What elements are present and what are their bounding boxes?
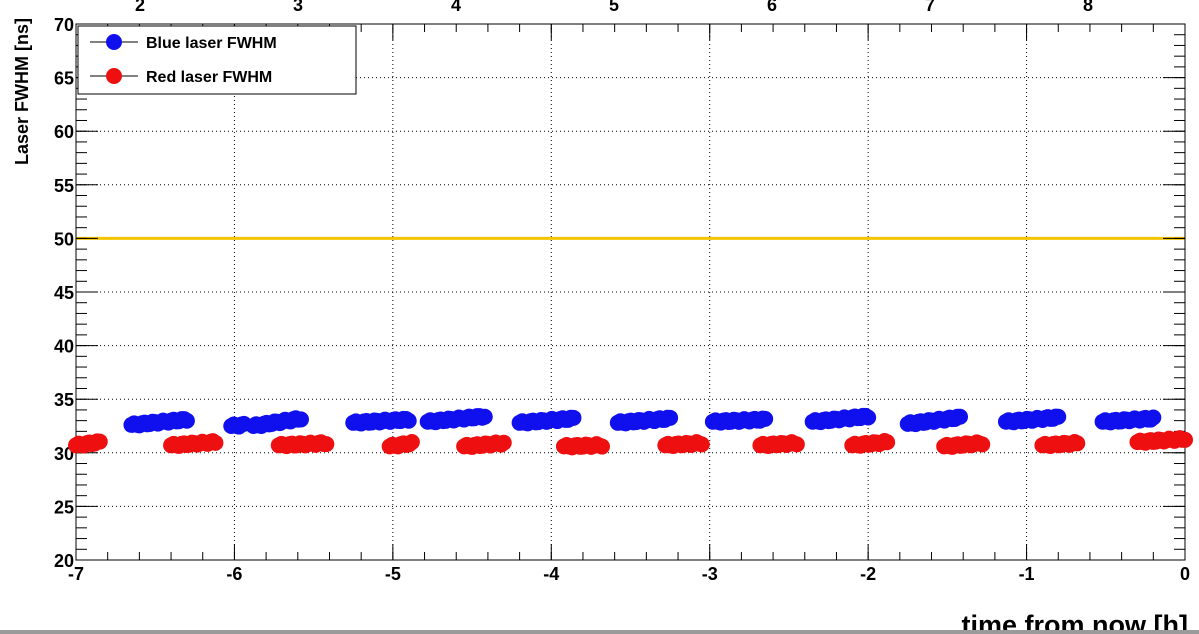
y-tick-label: 60 bbox=[54, 122, 74, 142]
window-bottom-bar bbox=[0, 630, 1199, 634]
x-tick-label: -6 bbox=[226, 564, 242, 584]
data-point bbox=[292, 411, 309, 428]
data-point bbox=[952, 408, 969, 425]
data-point bbox=[1177, 431, 1193, 448]
data-point bbox=[178, 412, 195, 429]
data-point bbox=[593, 438, 610, 455]
data-point bbox=[318, 436, 335, 453]
y-tick-label: 35 bbox=[54, 390, 74, 410]
data-point bbox=[860, 409, 877, 426]
legend-box bbox=[77, 25, 357, 95]
data-points bbox=[68, 407, 1193, 456]
top-axis-tick-label: 3 bbox=[293, 0, 303, 15]
x-tick-label: -5 bbox=[385, 564, 401, 584]
legend: Blue laser FWHM Red laser FWHM bbox=[77, 25, 357, 95]
grid-lines bbox=[76, 24, 1185, 560]
x-tick-label: 0 bbox=[1180, 564, 1190, 584]
top-axis-tick-label: 2 bbox=[135, 0, 145, 15]
top-axis-tick-label: 8 bbox=[1083, 0, 1093, 15]
data-point bbox=[207, 434, 224, 451]
data-point bbox=[91, 433, 108, 450]
legend-marker bbox=[106, 34, 122, 50]
data-point bbox=[565, 409, 582, 426]
top-axis-tick-label: 5 bbox=[609, 0, 619, 15]
y-tick-label: 20 bbox=[54, 551, 74, 571]
y-tick-label: 40 bbox=[54, 337, 74, 357]
x-tick-label: -1 bbox=[1019, 564, 1035, 584]
data-point bbox=[495, 434, 512, 451]
data-point bbox=[1145, 409, 1162, 426]
data-point bbox=[1050, 408, 1067, 425]
data-point bbox=[662, 409, 679, 426]
top-axis-tick-label: 6 bbox=[767, 0, 777, 15]
data-point bbox=[757, 410, 774, 427]
y-tick-label: 45 bbox=[54, 283, 74, 303]
data-point bbox=[1069, 435, 1086, 452]
top-axis-tick-label: 7 bbox=[925, 0, 935, 15]
legend-marker bbox=[106, 68, 122, 84]
data-point bbox=[403, 434, 420, 451]
x-tick-label: -4 bbox=[543, 564, 559, 584]
legend-label: Red laser FWHM bbox=[146, 69, 272, 86]
x-tick-label: -7 bbox=[68, 564, 84, 584]
series-blue bbox=[123, 407, 1162, 435]
y-tick-label: 25 bbox=[54, 497, 74, 517]
x-tick-label: -3 bbox=[702, 564, 718, 584]
plot-frame bbox=[75, 23, 1186, 561]
y-tick-label: 65 bbox=[54, 69, 74, 89]
y-axis-title: Laser FWHM [ns] bbox=[12, 18, 32, 165]
data-point bbox=[476, 408, 493, 425]
data-point bbox=[400, 412, 417, 429]
data-point bbox=[974, 436, 991, 453]
legend-label: Blue laser FWHM bbox=[146, 35, 277, 52]
data-point bbox=[879, 434, 896, 451]
data-point bbox=[788, 436, 805, 453]
series-red bbox=[68, 430, 1193, 456]
y-tick-label: 50 bbox=[54, 229, 74, 249]
x-tick-label: -2 bbox=[860, 564, 876, 584]
data-point bbox=[693, 436, 710, 453]
y-tick-label: 70 bbox=[54, 15, 74, 35]
y-tick-label: 55 bbox=[54, 176, 74, 196]
top-axis-tick-label: 4 bbox=[451, 0, 461, 15]
